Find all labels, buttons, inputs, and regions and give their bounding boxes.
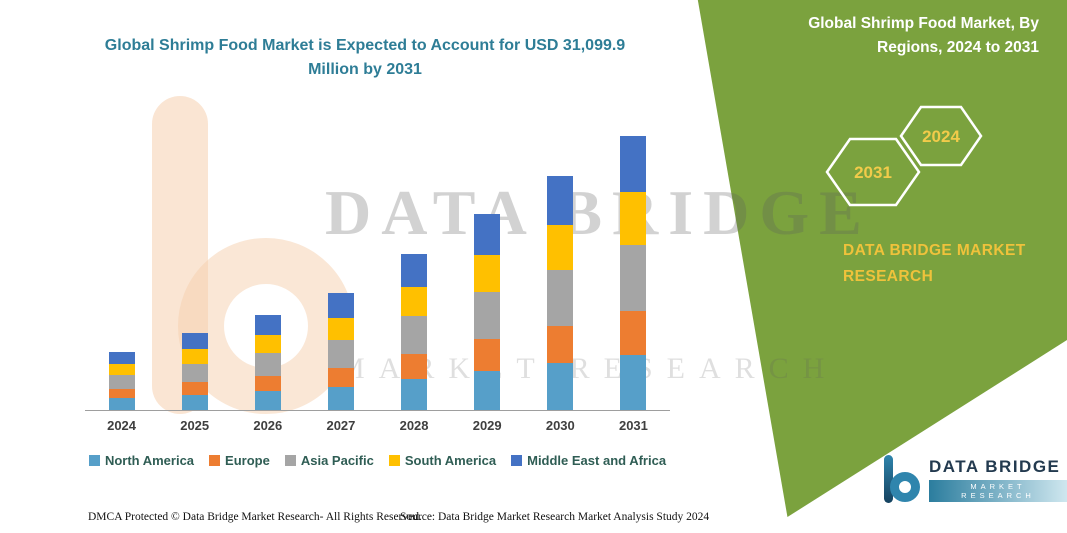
bar-2027 (327, 292, 354, 410)
panel-title: Global Shrimp Food Market, By Regions, 2… (808, 12, 1039, 60)
legend: North America Europe Asia Pacific South Ame… (85, 453, 670, 468)
bar-2030 (547, 176, 574, 410)
legend-item: South America (388, 453, 497, 468)
segment-asia-pacific (401, 316, 428, 354)
segment-middle-east-and-africa (620, 135, 647, 193)
segment-asia-pacific (327, 339, 354, 368)
bar-chart: 2024 2025 2026 2027 2028 2029 2030 2031 North A… (85, 130, 670, 468)
segment-south-america (254, 334, 281, 354)
brand-name-line2: RESEARCH (843, 268, 934, 286)
bar-2028 (401, 254, 428, 410)
segment-north-america (327, 386, 354, 410)
x-axis-labels: 2024 2025 2026 2027 2028 2029 2030 2031 (85, 418, 670, 433)
bar-2031 (620, 135, 647, 410)
legend-label: North America (104, 453, 195, 468)
legend-item: North America (88, 453, 195, 468)
x-tick-label: 2027 (326, 418, 356, 433)
segment-south-america (547, 225, 574, 270)
segment-south-america (620, 192, 647, 246)
logo-b-icon (884, 455, 920, 503)
company-logo: DATA BRIDGE MARKET RESEARCH (884, 455, 1067, 503)
x-tick-label: 2026 (253, 418, 283, 433)
segment-europe (108, 389, 135, 399)
legend-label: Europe (225, 453, 270, 468)
x-tick-label: 2031 (618, 418, 648, 433)
bar-2024 (108, 351, 135, 410)
x-tick-label: 2029 (472, 418, 502, 433)
segment-europe (547, 325, 574, 364)
segment-asia-pacific (474, 292, 501, 340)
hexagon-years-graphic: 2031 2024 (825, 105, 983, 207)
panel-title-line2: Regions, 2024 to 2031 (877, 39, 1039, 57)
legend-item: Europe (209, 453, 270, 468)
segment-middle-east-and-africa (547, 176, 574, 226)
legend-swatch-icon (388, 455, 400, 466)
chart-title: Global Shrimp Food Market is Expected to… (104, 37, 626, 78)
segment-middle-east-and-africa (474, 214, 501, 256)
segment-europe (254, 375, 281, 391)
segment-north-america (108, 398, 135, 410)
logo-text: DATA BRIDGE MARKET RESEARCH (929, 457, 1067, 502)
legend-swatch-icon (209, 455, 221, 466)
segment-north-america (474, 370, 501, 410)
x-tick-label: 2028 (399, 418, 429, 433)
hexagon-year-left: 2031 (854, 163, 892, 182)
segment-south-america (108, 364, 135, 376)
logo-subtitle: MARKET RESEARCH (929, 479, 1067, 502)
segment-middle-east-and-africa (181, 333, 208, 350)
segment-asia-pacific (620, 245, 647, 312)
segment-asia-pacific (108, 375, 135, 390)
hexagon-year-right: 2024 (922, 127, 960, 146)
segment-south-america (474, 255, 501, 293)
segment-asia-pacific (547, 269, 574, 326)
brand-name: DATA BRIDGE MARKET RESEARCH (843, 238, 1026, 291)
segment-north-america (254, 391, 281, 410)
bar-2029 (474, 214, 501, 410)
panel-title-line1: Global Shrimp Food Market, By (808, 15, 1039, 32)
legend-item: Middle East and Africa (511, 453, 666, 468)
segment-north-america (401, 378, 428, 410)
segment-north-america (547, 363, 574, 410)
legend-label: South America (404, 453, 497, 468)
bar-2026 (254, 314, 281, 410)
legend-label: Middle East and Africa (527, 453, 667, 468)
watermark-text: DATA BRIDGE (325, 177, 872, 248)
legend-swatch-icon (88, 455, 100, 466)
segment-north-america (181, 394, 208, 410)
x-tick-label: 2024 (107, 418, 137, 433)
x-tick-label: 2025 (180, 418, 210, 433)
logo-title: DATA BRIDGE (929, 456, 1061, 476)
legend-swatch-icon (511, 455, 523, 466)
segment-middle-east-and-africa (401, 254, 428, 287)
segment-asia-pacific (181, 363, 208, 383)
brand-name-line1: DATA BRIDGE MARKET (843, 242, 1026, 259)
legend-swatch-icon (284, 455, 296, 466)
segment-middle-east-and-africa (254, 314, 281, 335)
dmca-notice: DMCA Protected © Data Bridge Market Rese… (88, 511, 422, 523)
segment-south-america (401, 286, 428, 317)
bars (85, 130, 670, 411)
bar-2025 (181, 333, 208, 410)
segment-europe (474, 339, 501, 371)
segment-middle-east-and-africa (327, 292, 354, 318)
segment-europe (401, 353, 428, 379)
segment-europe (620, 311, 647, 356)
legend-label: Asia Pacific (300, 453, 374, 468)
segment-europe (181, 382, 208, 395)
legend-item: Asia Pacific (284, 453, 374, 468)
segment-south-america (181, 349, 208, 364)
segment-middle-east-and-africa (108, 351, 135, 365)
segment-asia-pacific (254, 353, 281, 376)
segment-south-america (327, 317, 354, 340)
segment-europe (327, 367, 354, 387)
source-note: Source: Data Bridge Market Research Mark… (400, 511, 710, 523)
hexagon-outline-icon (825, 137, 921, 207)
x-tick-label: 2030 (545, 418, 575, 433)
hexagon-outline-icon (899, 105, 983, 167)
segment-north-america (620, 355, 647, 410)
